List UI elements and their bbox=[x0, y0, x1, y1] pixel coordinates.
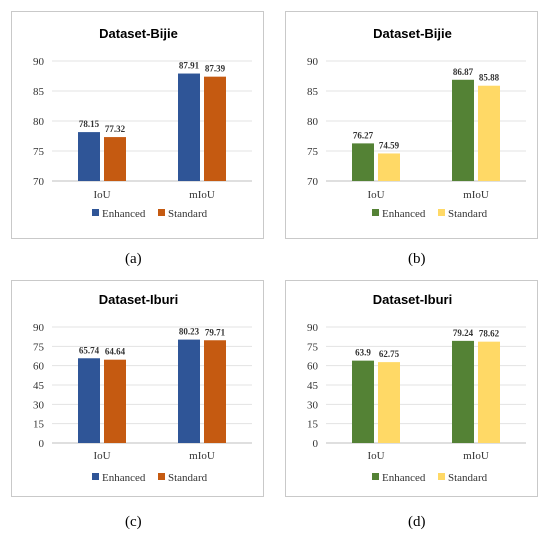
chart-title: Dataset-Iburi bbox=[99, 292, 178, 307]
x-tick-label: IoU bbox=[367, 189, 384, 201]
data-label: 65.74 bbox=[79, 345, 100, 355]
legend-swatch bbox=[438, 209, 445, 216]
y-tick-label: 0 bbox=[313, 438, 319, 450]
bar-enhanced bbox=[78, 358, 100, 443]
bar-chart-c: Dataset-Iburi 0 15 30 45 60 75 90 65.74 64.64 IoU 8… bbox=[33, 292, 252, 484]
legend-swatch bbox=[92, 473, 99, 480]
bar-chart-a: Dataset-Bijie 70 75 80 85 90 78.15 77.32 IoU 87.9… bbox=[33, 26, 252, 220]
y-tick-label: 85 bbox=[307, 86, 319, 98]
y-tick-label: 80 bbox=[33, 116, 45, 128]
data-label: 77.32 bbox=[105, 124, 126, 134]
x-tick-label: IoU bbox=[93, 450, 110, 462]
bar-standard bbox=[478, 341, 500, 443]
bar-standard bbox=[104, 359, 126, 443]
y-tick-label: 15 bbox=[307, 419, 319, 431]
bar-enhanced bbox=[178, 339, 200, 443]
caption-d: (d) bbox=[408, 514, 426, 530]
chart-panel-c: Dataset-Iburi 0 15 30 45 60 75 90 65.74 64.64 IoU 8… bbox=[11, 280, 264, 497]
data-label: 79.71 bbox=[205, 327, 226, 337]
data-label: 86.87 bbox=[453, 67, 474, 77]
caption-b: (b) bbox=[408, 251, 426, 267]
legend-label: Enhanced bbox=[382, 208, 426, 220]
legend-swatch bbox=[92, 209, 99, 216]
bar-chart-d: Dataset-Iburi 0 15 30 45 60 75 90 63.9 62.75 IoU 79… bbox=[307, 292, 526, 484]
data-label: 80.23 bbox=[179, 327, 200, 337]
bar-standard bbox=[204, 340, 226, 443]
x-tick-label: IoU bbox=[93, 189, 110, 201]
bar-standard bbox=[378, 362, 400, 443]
data-label: 64.64 bbox=[105, 347, 126, 357]
y-tick-label: 30 bbox=[33, 399, 45, 411]
chart-title: Dataset-Bijie bbox=[99, 26, 178, 41]
chart-panel-d: Dataset-Iburi 0 15 30 45 60 75 90 63.9 62.75 IoU 79… bbox=[285, 280, 538, 497]
legend-label: Enhanced bbox=[102, 472, 146, 484]
bar-enhanced bbox=[352, 360, 374, 443]
y-tick-label: 60 bbox=[33, 361, 45, 373]
y-tick-label: 90 bbox=[33, 56, 45, 68]
legend-swatch bbox=[158, 209, 165, 216]
chart-panel-b: Dataset-Bijie 70 75 80 85 90 76.27 74.59 IoU 86.8… bbox=[285, 11, 538, 239]
chart-title: Dataset-Bijie bbox=[373, 26, 452, 41]
y-tick-label: 75 bbox=[307, 146, 319, 158]
data-label: 85.88 bbox=[479, 73, 500, 83]
legend-label: Standard bbox=[448, 208, 488, 220]
legend-label: Standard bbox=[168, 208, 208, 220]
legend-label: Enhanced bbox=[382, 472, 426, 484]
caption-a: (a) bbox=[125, 251, 142, 267]
y-tick-label: 70 bbox=[307, 176, 319, 188]
y-tick-label: 90 bbox=[307, 322, 319, 334]
x-tick-label: mIoU bbox=[463, 189, 489, 201]
legend-swatch bbox=[438, 473, 445, 480]
bar-standard bbox=[478, 85, 500, 181]
y-tick-label: 90 bbox=[33, 322, 45, 334]
legend-label: Standard bbox=[168, 472, 208, 484]
data-label: 87.39 bbox=[205, 64, 226, 74]
legend-swatch bbox=[372, 473, 379, 480]
x-tick-label: mIoU bbox=[463, 450, 489, 462]
y-tick-label: 90 bbox=[307, 56, 319, 68]
data-label: 79.24 bbox=[453, 328, 474, 338]
data-label: 78.15 bbox=[79, 119, 100, 129]
legend-label: Enhanced bbox=[102, 208, 146, 220]
y-tick-label: 60 bbox=[307, 361, 319, 373]
y-tick-label: 0 bbox=[39, 438, 45, 450]
y-tick-label: 45 bbox=[307, 380, 319, 392]
y-tick-label: 45 bbox=[33, 380, 45, 392]
x-tick-label: mIoU bbox=[189, 189, 215, 201]
chart-panel-a: Dataset-Bijie 70 75 80 85 90 78.15 77.32 IoU 87.9… bbox=[11, 11, 264, 239]
data-label: 74.59 bbox=[379, 140, 400, 150]
legend-swatch bbox=[372, 209, 379, 216]
y-tick-label: 15 bbox=[33, 419, 45, 431]
caption-c: (c) bbox=[125, 514, 142, 530]
y-tick-label: 70 bbox=[33, 176, 45, 188]
data-label: 62.75 bbox=[379, 349, 400, 359]
data-label: 76.27 bbox=[353, 130, 374, 140]
bar-enhanced bbox=[452, 340, 474, 443]
y-tick-label: 75 bbox=[33, 341, 45, 353]
y-tick-label: 80 bbox=[307, 116, 319, 128]
bar-enhanced bbox=[452, 79, 474, 181]
chart-title: Dataset-Iburi bbox=[373, 292, 452, 307]
legend-label: Standard bbox=[448, 472, 488, 484]
legend-swatch bbox=[158, 473, 165, 480]
data-label: 78.62 bbox=[479, 329, 500, 339]
bar-standard bbox=[204, 76, 226, 181]
data-label: 87.91 bbox=[179, 61, 200, 71]
y-tick-label: 75 bbox=[33, 146, 45, 158]
y-tick-label: 85 bbox=[33, 86, 45, 98]
data-label: 63.9 bbox=[355, 348, 371, 358]
x-tick-label: mIoU bbox=[189, 450, 215, 462]
y-tick-label: 30 bbox=[307, 399, 319, 411]
bar-enhanced bbox=[178, 73, 200, 181]
bar-enhanced bbox=[352, 143, 374, 181]
y-tick-label: 75 bbox=[307, 341, 319, 353]
x-tick-label: IoU bbox=[367, 450, 384, 462]
bar-enhanced bbox=[78, 132, 100, 181]
bar-standard bbox=[104, 137, 126, 181]
bar-chart-b: Dataset-Bijie 70 75 80 85 90 76.27 74.59 IoU 86.8… bbox=[307, 26, 526, 220]
bar-standard bbox=[378, 153, 400, 181]
